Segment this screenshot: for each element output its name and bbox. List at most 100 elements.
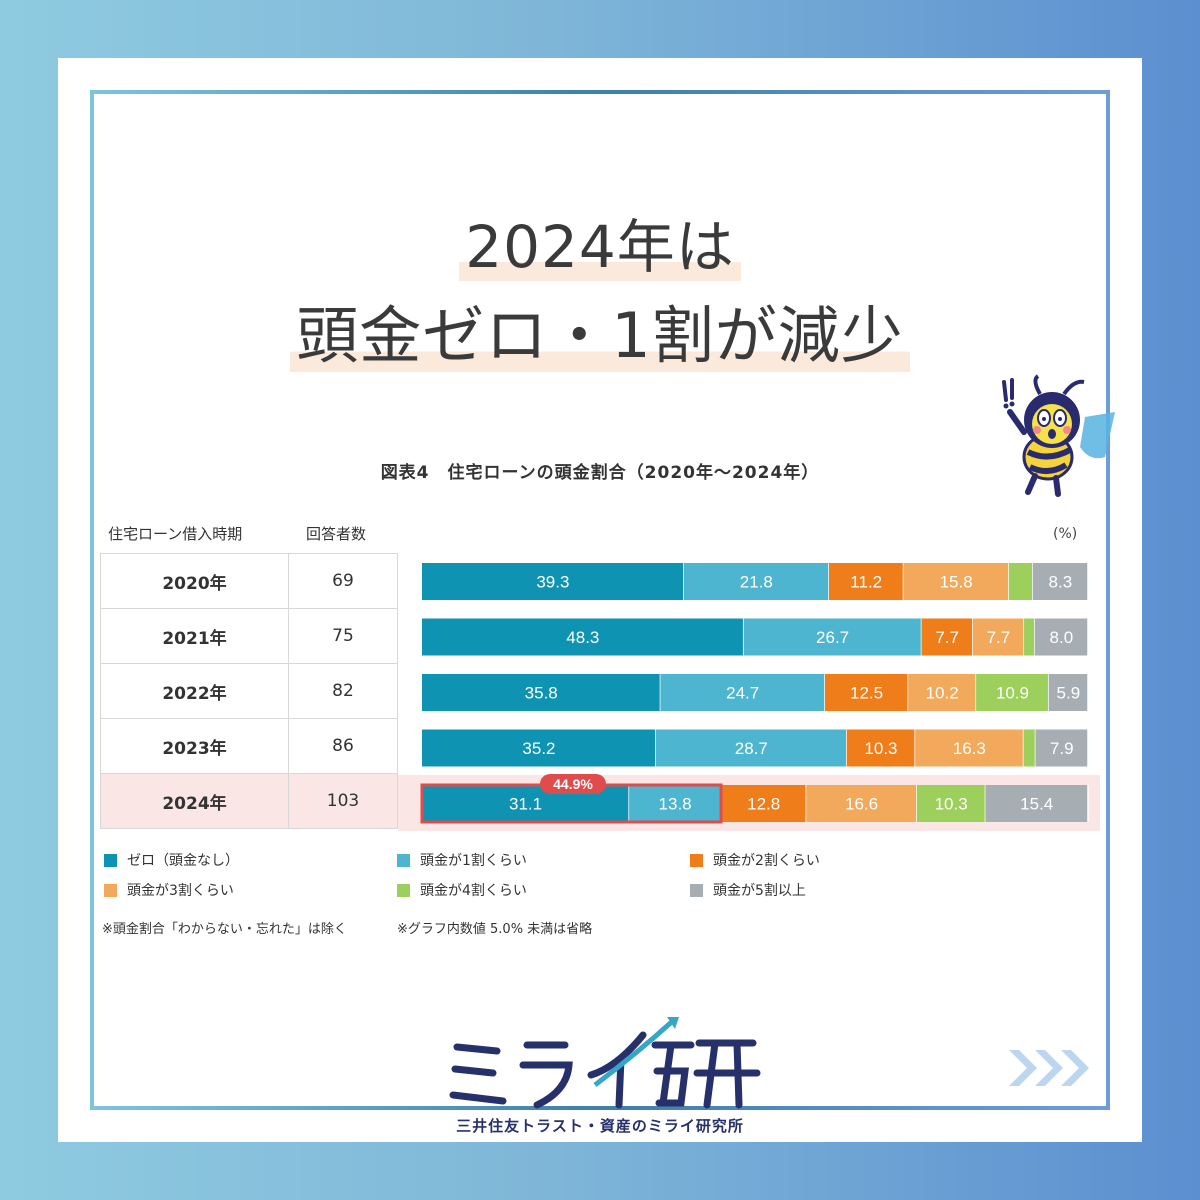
headline-line1: 2024年は xyxy=(0,200,1200,284)
data-label: 12.5 xyxy=(850,684,883,703)
chart-title: 図表4 住宅ローンの頭金割合（2020年〜2024年） xyxy=(380,463,820,483)
legend-label: 頭金が5割以上 xyxy=(713,883,806,899)
data-label: 21.8 xyxy=(740,573,773,592)
column-header-period: 住宅ローン借入時期 xyxy=(108,525,243,543)
bar-segment xyxy=(422,729,656,767)
data-label: 48.3 xyxy=(566,628,599,647)
table-row-highlighted: 2024年 103 xyxy=(100,774,398,829)
bar-segment xyxy=(846,729,916,767)
data-label: 28.7 xyxy=(735,739,768,758)
data-label: 15.8 xyxy=(940,573,973,592)
data-label: 35.8 xyxy=(525,684,558,703)
data-label: 39.3 xyxy=(536,573,569,592)
bar-segment xyxy=(972,618,1025,656)
bar-segment xyxy=(828,563,904,600)
footnote-threshold: ※グラフ内数値 5.0% 未満は省略 xyxy=(397,922,593,937)
unit-label: (%) xyxy=(1053,526,1078,542)
headline-line2: 頭金ゼロ・1割が減少 xyxy=(0,285,1200,375)
bar-segment xyxy=(1048,674,1088,711)
legend-item: ゼロ（頭金なし） xyxy=(104,850,239,870)
bar-segment xyxy=(908,674,977,711)
legend-swatch xyxy=(397,853,410,867)
company-name: 三井住友トラスト・資産のミライ研究所 xyxy=(456,1117,744,1135)
table-row: 2020年 69 xyxy=(100,554,398,609)
table-count: 82 xyxy=(332,681,354,701)
data-label: 11.2 xyxy=(850,573,882,592)
data-label: 16.3 xyxy=(953,739,986,758)
table-count: 103 xyxy=(326,791,360,811)
legend-item: 頭金が4割くらい xyxy=(397,880,527,900)
column-header-respondents: 回答者数 xyxy=(306,525,367,543)
data-label: 12.8 xyxy=(747,795,780,814)
data-label: 10.3 xyxy=(935,795,968,814)
legend-item: 頭金が5割以上 xyxy=(690,880,806,900)
data-label: 35.2 xyxy=(522,739,555,758)
bar-segment xyxy=(1008,563,1033,600)
bar-segment xyxy=(916,785,986,822)
legend-swatch xyxy=(690,883,703,897)
data-label: 24.7 xyxy=(726,684,759,703)
data-label: 15.4 xyxy=(1020,795,1053,814)
data-label: 16.6 xyxy=(845,795,878,814)
bar-segment xyxy=(1032,563,1088,600)
bar-segment xyxy=(806,785,917,822)
footnote-exclusion: ※頭金割合「わからない・忘れた」は除く xyxy=(102,922,347,937)
legend-label: 頭金が3割くらい xyxy=(127,883,234,899)
legend-label: ゼロ（頭金なし） xyxy=(127,853,239,869)
data-label: 8.3 xyxy=(1049,573,1073,592)
legend-swatch xyxy=(104,883,117,897)
table-year: 2024年 xyxy=(101,774,289,828)
mirai-ken-logo xyxy=(449,1017,761,1109)
bar-segment xyxy=(629,785,722,822)
legend-swatch xyxy=(104,853,117,867)
data-label: 10.2 xyxy=(926,684,959,703)
data-label: 7.7 xyxy=(987,628,1011,647)
bar-segment xyxy=(915,729,1024,767)
table-year: 2023年 xyxy=(101,719,289,773)
bar-segment xyxy=(660,674,825,711)
table-count: 86 xyxy=(332,736,354,756)
legend-item: 頭金が3割くらい xyxy=(104,880,234,900)
bar-segment xyxy=(976,674,1049,711)
table-count: 69 xyxy=(332,571,354,591)
legend-label: 頭金が1割くらい xyxy=(420,853,527,869)
annotation-badge xyxy=(540,774,606,794)
data-label: 26.7 xyxy=(816,628,849,647)
bar-segment xyxy=(721,785,807,822)
table-row: 2022年 82 xyxy=(100,664,398,719)
bar-segment xyxy=(1024,618,1035,656)
table-count: 75 xyxy=(332,626,354,646)
annotation-text: 44.9% xyxy=(553,776,593,792)
bar-segment xyxy=(655,729,847,767)
table-row: 2023年 86 xyxy=(100,719,398,774)
next-arrows-icon[interactable] xyxy=(1005,1046,1095,1090)
bar-segment xyxy=(1035,729,1088,767)
bar-segment xyxy=(985,785,1088,822)
data-label: 7.7 xyxy=(935,628,959,647)
bar-segment xyxy=(743,618,922,656)
data-label: 10.9 xyxy=(996,684,1029,703)
bar-segment xyxy=(683,563,829,600)
bar-segment xyxy=(1023,729,1036,767)
legend-item: 頭金が2割くらい xyxy=(690,850,820,870)
table-year: 2021年 xyxy=(101,609,289,663)
legend-item: 頭金が1割くらい xyxy=(397,850,527,870)
data-label: 7.9 xyxy=(1050,739,1074,758)
data-label: 31.1 xyxy=(509,795,542,814)
table-year: 2020年 xyxy=(101,554,289,608)
data-label: 13.8 xyxy=(659,795,692,814)
table-row: 2021年 75 xyxy=(100,609,398,664)
respondents-table: 2020年 69 2021年 75 2022年 82 2023年 86 2024… xyxy=(100,553,398,829)
bar-segment xyxy=(1034,618,1088,656)
data-label: 10.3 xyxy=(864,739,897,758)
legend-swatch xyxy=(690,853,703,867)
bar-segment xyxy=(422,674,661,711)
bar-segment xyxy=(422,618,744,656)
bar-segment xyxy=(422,563,684,600)
bar-segment xyxy=(903,563,1009,600)
bar-segment xyxy=(921,618,973,656)
legend-swatch xyxy=(397,883,410,897)
data-label: 8.0 xyxy=(1050,628,1074,647)
table-year: 2022年 xyxy=(101,664,289,718)
